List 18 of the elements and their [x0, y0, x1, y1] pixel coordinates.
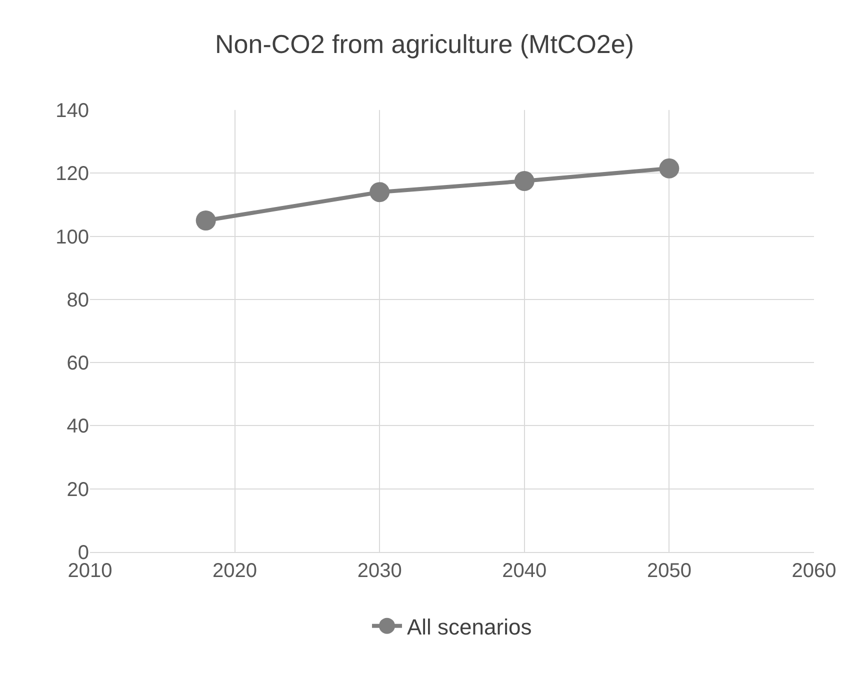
- legend-label: All scenarios: [407, 614, 532, 640]
- x-tick-label: 2020: [212, 560, 258, 582]
- x-tick-label: 2060: [792, 560, 836, 582]
- y-tick-label: 60: [66, 352, 89, 375]
- y-tick-label: 80: [66, 289, 89, 312]
- chart-title: Non-CO2 from agriculture (MtCO2e): [215, 28, 634, 59]
- y-tick-label: 120: [56, 163, 89, 186]
- y-tick-label: 140: [56, 100, 89, 122]
- point: [370, 182, 390, 202]
- y-tick-label: 20: [66, 478, 89, 501]
- y-tick-label: 100: [56, 226, 89, 248]
- point: [659, 158, 680, 178]
- point: [196, 210, 216, 230]
- x-tick-label: 2030: [357, 560, 402, 582]
- point: [514, 171, 534, 192]
- x-tick-label: 2040: [502, 560, 547, 582]
- y-tick-label: 40: [66, 416, 89, 438]
- x-tick-label: 2050: [646, 560, 692, 582]
